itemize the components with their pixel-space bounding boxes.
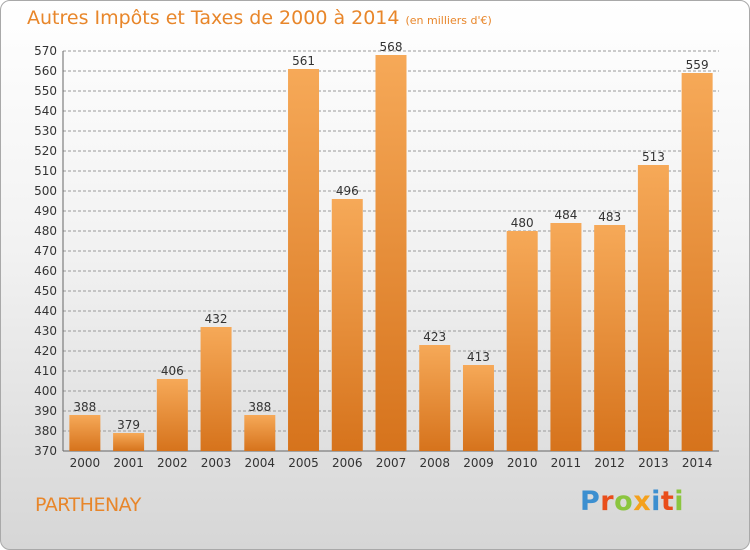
bar bbox=[681, 73, 713, 451]
title-text: Autres Impôts et Taxes de 2000 à 2014 bbox=[27, 7, 400, 29]
bar bbox=[200, 327, 232, 451]
y-tick-label: 380 bbox=[34, 424, 57, 438]
x-tick-label: 2008 bbox=[419, 456, 450, 470]
bar bbox=[113, 433, 145, 451]
data-label: 388 bbox=[73, 400, 96, 414]
x-tick-label: 2009 bbox=[463, 456, 494, 470]
data-label: 432 bbox=[205, 312, 228, 326]
x-tick-label: 2000 bbox=[70, 456, 101, 470]
y-tick-label: 420 bbox=[34, 344, 57, 358]
x-tick-label: 2013 bbox=[638, 456, 669, 470]
data-label: 496 bbox=[336, 184, 359, 198]
y-tick-label: 490 bbox=[34, 204, 57, 218]
y-tick-label: 470 bbox=[34, 244, 57, 258]
chart-title: Autres Impôts et Taxes de 2000 à 2014 (en… bbox=[27, 7, 492, 29]
y-tick-label: 500 bbox=[34, 184, 57, 198]
bar bbox=[375, 55, 407, 451]
bar bbox=[462, 365, 494, 451]
data-label: 561 bbox=[292, 54, 315, 68]
y-tick-label: 430 bbox=[34, 324, 57, 338]
x-tick-label: 2006 bbox=[332, 456, 363, 470]
y-tick-label: 410 bbox=[34, 364, 57, 378]
bar bbox=[69, 415, 101, 451]
bar bbox=[288, 69, 320, 451]
data-label: 388 bbox=[248, 400, 271, 414]
data-label: 513 bbox=[642, 150, 665, 164]
bar bbox=[550, 223, 582, 451]
y-tick-label: 570 bbox=[34, 44, 57, 58]
y-tick-label: 400 bbox=[34, 384, 57, 398]
data-label: 480 bbox=[511, 216, 534, 230]
label-layer: 388 2000 379 2001 406 2002 432 2003 388 2004 561 20… bbox=[70, 40, 713, 470]
bar bbox=[637, 165, 669, 451]
bar bbox=[156, 379, 188, 451]
x-tick-label: 2014 bbox=[682, 456, 713, 470]
y-tick-label: 530 bbox=[34, 124, 57, 138]
x-tick-label: 2004 bbox=[245, 456, 276, 470]
city-label: PARTHENAY bbox=[35, 494, 141, 516]
y-tick-label: 370 bbox=[34, 444, 57, 458]
x-tick-label: 2012 bbox=[594, 456, 625, 470]
x-tick-label: 2001 bbox=[113, 456, 144, 470]
y-tick-label: 480 bbox=[34, 224, 57, 238]
x-tick-label: 2007 bbox=[376, 456, 407, 470]
y-tick-label: 450 bbox=[34, 284, 57, 298]
y-tick-label: 510 bbox=[34, 164, 57, 178]
x-tick-label: 2011 bbox=[551, 456, 582, 470]
data-label: 568 bbox=[380, 40, 403, 54]
bar-layer bbox=[69, 55, 713, 451]
x-tick-label: 2010 bbox=[507, 456, 538, 470]
x-tick-label: 2005 bbox=[288, 456, 319, 470]
data-label: 406 bbox=[161, 364, 184, 378]
bar bbox=[594, 225, 626, 451]
data-label: 379 bbox=[117, 418, 140, 432]
bar bbox=[244, 415, 276, 451]
y-tick-label: 560 bbox=[34, 64, 57, 78]
data-label: 483 bbox=[598, 210, 621, 224]
data-label: 413 bbox=[467, 350, 490, 364]
y-tick-label: 390 bbox=[34, 404, 57, 418]
title-unit: (en milliers d'€) bbox=[405, 14, 492, 27]
y-tick-label: 460 bbox=[34, 264, 57, 278]
x-tick-label: 2003 bbox=[201, 456, 232, 470]
data-label: 423 bbox=[423, 330, 446, 344]
y-tick-label: 520 bbox=[34, 144, 57, 158]
x-tick-label: 2002 bbox=[157, 456, 188, 470]
y-tick-label: 440 bbox=[34, 304, 57, 318]
proxiti-logo: Proxiti bbox=[580, 486, 685, 517]
bar bbox=[506, 231, 538, 451]
bar bbox=[419, 345, 451, 451]
y-tick-label: 540 bbox=[34, 104, 57, 118]
y-tick-label: 550 bbox=[34, 84, 57, 98]
data-label: 484 bbox=[554, 208, 577, 222]
data-label: 559 bbox=[686, 58, 709, 72]
bar bbox=[331, 199, 363, 451]
